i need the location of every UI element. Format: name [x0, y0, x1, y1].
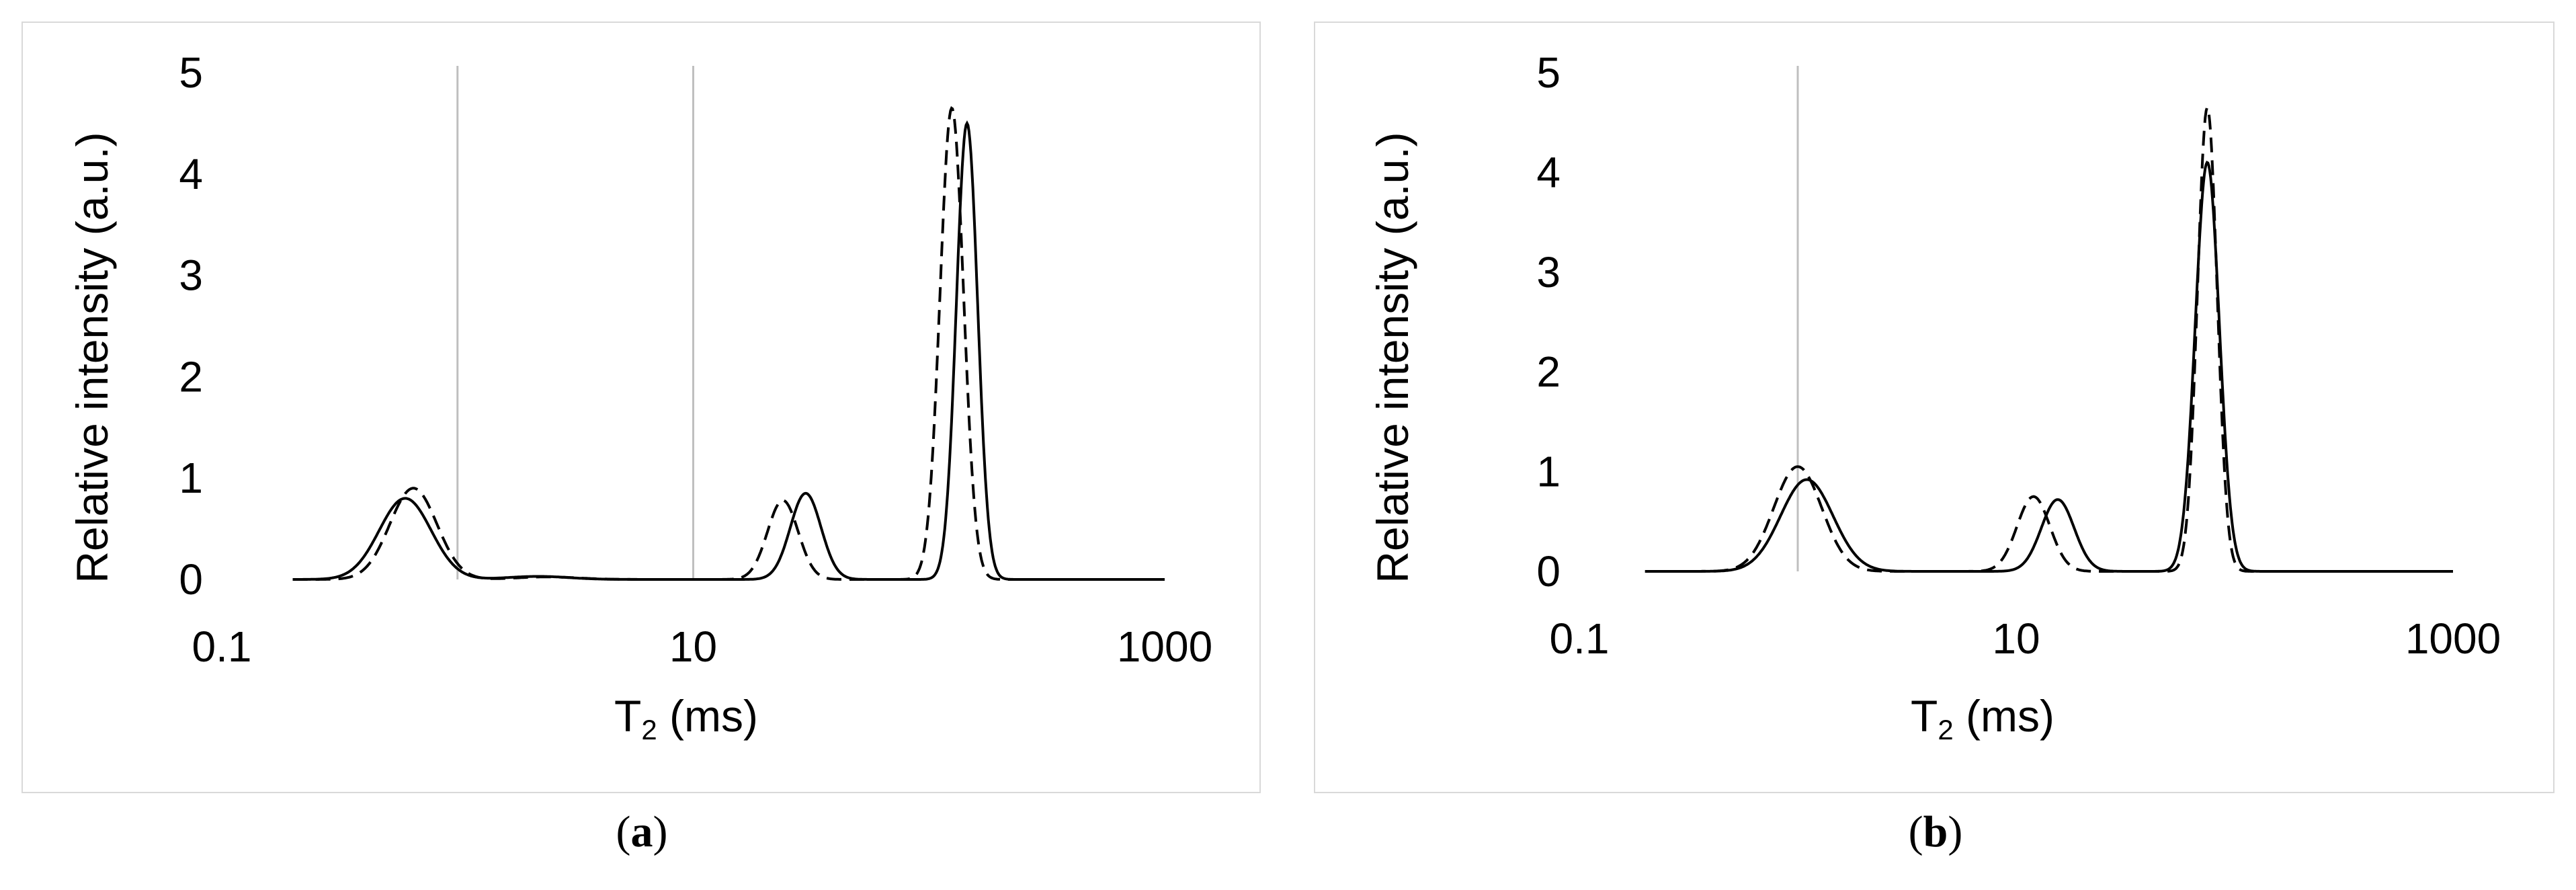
panel-a-caption-close: ) [653, 807, 668, 856]
panel-b-x-axis-title: T2 (ms) [1911, 691, 2054, 745]
panel-b-y-axis-title: Relative intensity (a.u.) [1368, 132, 1417, 583]
panel-b-x-ticks: 0.1 10 1000 [1550, 614, 2501, 663]
panel-a-y-tick-label: 4 [179, 150, 203, 198]
panel-a-y-tick-label: 3 [179, 251, 203, 300]
panel-b-y-tick-label: 1 [1536, 448, 1561, 496]
panel-b-frame [1314, 22, 2554, 793]
panel-a-y-axis-title: Relative intensity (a.u.) [67, 132, 117, 583]
panel-a-y-tick-label: 0 [179, 555, 203, 604]
panel-b-caption-letter: b [1923, 807, 1948, 856]
panel-a-x-tick-label: 10 [669, 622, 717, 671]
panel-a-x-axis-title: T2 (ms) [614, 691, 758, 745]
panel-a-y-tick-label: 5 [179, 48, 203, 97]
panel-b-x-tick-label: 1000 [2405, 614, 2501, 663]
panel-a-x-ticks: 0.1 10 1000 [192, 622, 1213, 671]
panel-a-caption-open: ( [616, 807, 631, 856]
panel-b-x-tick-label: 10 [1992, 614, 2040, 663]
panel-a-x-axis-title-unit: (ms) [657, 691, 758, 741]
panel-b-caption: (b) [1868, 807, 2003, 858]
panel-a-gridlines [456, 66, 694, 579]
panel-b-x-axis-title-unit: (ms) [1954, 691, 2054, 741]
panel-b-x-tick-label: 0.1 [1550, 614, 1610, 663]
panel-b-caption-open: ( [1908, 807, 1923, 856]
panel-b-y-tick-label: 5 [1536, 48, 1561, 97]
panel-a-y-ticks: 0 1 2 3 4 5 [179, 48, 203, 604]
panel-b-y-tick-label: 2 [1536, 348, 1561, 396]
panel-a-frame [22, 22, 1261, 793]
panel-b-series-dashed-line [1645, 105, 2453, 573]
panel-a-x-tick-label: 0.1 [192, 622, 252, 671]
panel-b-x-axis-title-subscript: 2 [1938, 714, 1953, 745]
panel-a-caption: (a) [575, 807, 709, 858]
panel-b-y-tick-label: 4 [1536, 148, 1561, 196]
panel-a-y-tick-label: 2 [179, 352, 203, 401]
panel-b-x-axis-title-main: T [1911, 691, 1938, 741]
panel-a-x-axis-title-main: T [614, 691, 641, 741]
panel-b-series [1645, 105, 2453, 573]
panel-b-y-tick-label: 0 [1536, 547, 1561, 596]
panel-a-series [292, 106, 1165, 581]
panel-b-caption-close: ) [1948, 807, 1963, 856]
panel-a-x-tick-label: 1000 [1117, 622, 1212, 671]
panel-b-y-tick-label: 3 [1536, 248, 1561, 296]
panel-a-x-axis-title-subscript: 2 [641, 714, 657, 745]
panel-b-series-solid-line [1645, 160, 2453, 573]
panel-b-y-ticks: 0 1 2 3 4 5 [1536, 48, 1561, 596]
panel-a-caption-letter: a [630, 807, 653, 856]
panel-a-y-tick-label: 1 [179, 454, 203, 502]
panel-a-series-dashed-line [292, 106, 1165, 581]
